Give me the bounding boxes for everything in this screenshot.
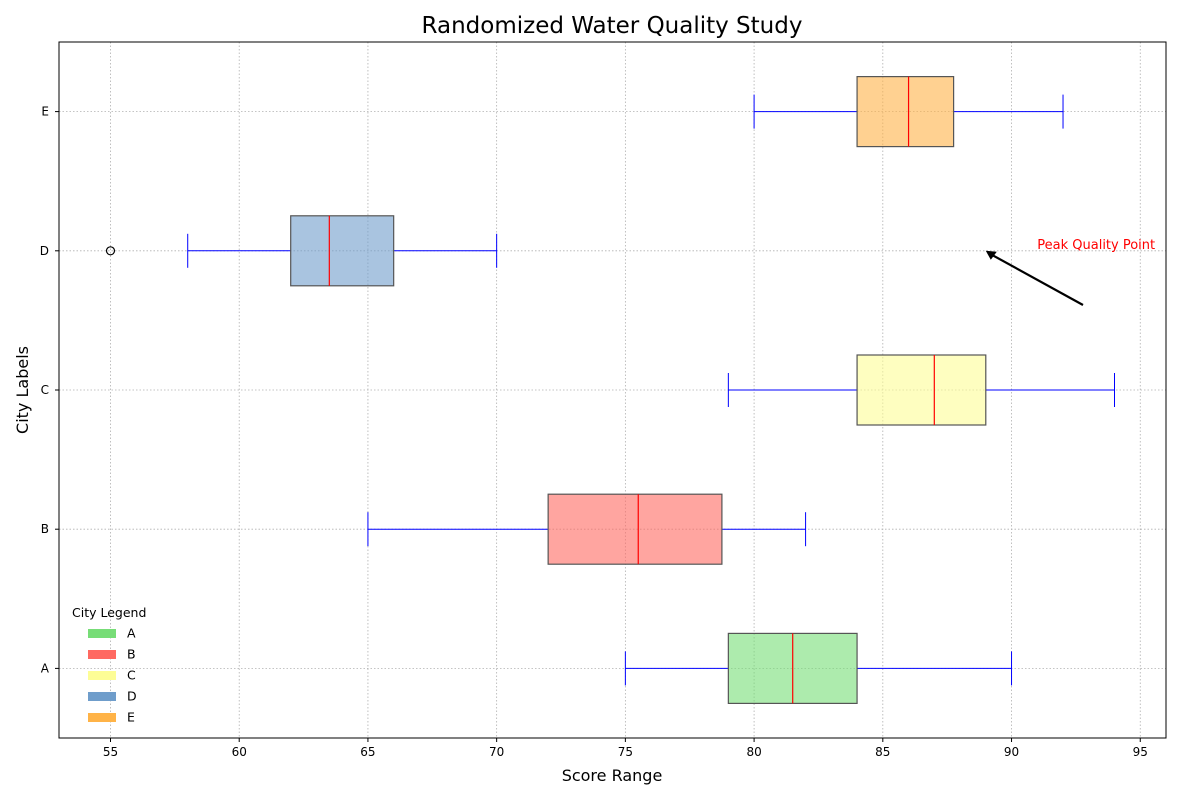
legend-title: City Legend [72,605,146,620]
legend-swatch [88,650,116,659]
x-ticks: 55 60 65 70 75 80 85 90 95 [103,738,1148,759]
annotation-arrow [991,253,1084,306]
box-d [105,215,498,287]
x-tick-label: 80 [746,745,761,759]
legend-label: C [127,668,136,683]
outlier-point [105,246,116,256]
legend-label: B [127,647,136,662]
box-a [624,632,1013,705]
box-iqr [856,75,955,148]
y-tick-label: B [41,522,49,536]
box-iqr [290,215,395,287]
legend-label: A [127,626,136,641]
x-tick-label: 90 [1004,745,1019,759]
annotation-arrowhead [985,250,997,260]
y-tick-label: D [40,244,49,258]
legend-label: D [127,689,137,704]
x-tick-label: 70 [489,745,504,759]
legend-swatch [88,713,116,722]
annotation: Peak Quality Point [985,238,1155,306]
legend-swatch [88,671,116,680]
x-tick-label: 65 [360,745,375,759]
box-c [727,354,1116,426]
box-b [367,493,807,565]
chart-title: Randomized Water Quality Study [422,13,803,39]
y-tick-label: A [41,661,50,675]
legend-swatch [88,629,116,638]
box-iqr [547,493,723,565]
legend-swatch [88,692,116,701]
y-tick-label: C [41,383,49,397]
x-tick-label: 60 [232,745,247,759]
box-iqr [856,354,987,426]
x-tick-label: 95 [1133,745,1148,759]
x-tick-label: 85 [875,745,890,759]
x-tick-label: 55 [103,745,118,759]
x-axis-title: Score Range [562,766,663,785]
y-tick-label: E [41,105,49,119]
annotation-label: Peak Quality Point [1037,238,1155,253]
y-axis-title: City Labels [13,346,32,434]
boxes [105,75,1116,705]
y-ticks: A B C D E [40,105,59,675]
box-e [753,75,1064,148]
legend-label: E [127,710,135,725]
x-tick-label: 75 [618,745,633,759]
